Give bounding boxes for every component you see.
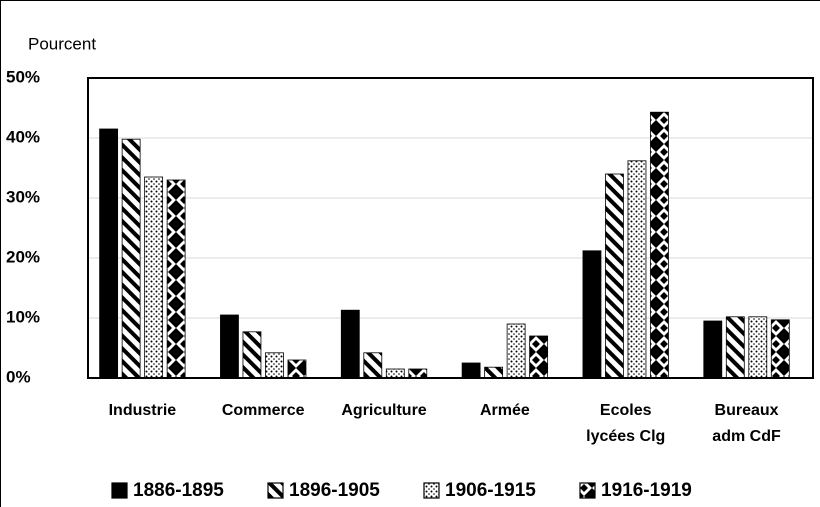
y-tick-label: 20% — [6, 247, 40, 266]
legend-label: 1896-1905 — [289, 480, 380, 501]
bar — [725, 316, 745, 379]
chart-title: Pourcent — [28, 34, 96, 53]
bar — [529, 335, 549, 379]
x-tick-label: Bureaux adm CdF — [712, 402, 781, 445]
x-tick-label: Commerce — [221, 402, 305, 419]
bar — [605, 173, 624, 379]
bar — [242, 331, 262, 379]
legend-label: 1906-1915 — [445, 480, 536, 501]
y-tick-label: 10% — [6, 307, 40, 326]
legend-swatch — [579, 482, 596, 499]
x-tick-label: Agriculture — [341, 402, 427, 419]
y-tick-label: 0% — [6, 367, 31, 386]
bar — [484, 366, 504, 379]
legend-swatch — [267, 482, 284, 499]
legend-label: 1886-1895 — [133, 480, 224, 501]
bar — [408, 368, 428, 379]
y-tick-label: 40% — [6, 127, 40, 146]
bar — [582, 250, 602, 379]
bar — [461, 362, 481, 379]
bar — [220, 314, 239, 379]
bar — [506, 323, 526, 379]
bar — [99, 128, 119, 379]
legend-swatch — [111, 482, 128, 499]
y-tick-label: 30% — [6, 187, 40, 206]
bar — [627, 160, 647, 379]
x-tick-label: Industrie — [108, 402, 177, 419]
bar — [650, 111, 669, 379]
bar — [385, 368, 405, 379]
bar — [287, 359, 307, 379]
plot-border — [87, 77, 814, 379]
legend-label: 1916-1919 — [601, 480, 692, 501]
bar — [748, 316, 768, 379]
bar — [363, 352, 383, 379]
x-tick-label: Ecoles lycées Clg — [586, 402, 666, 445]
y-tick-label: 50% — [6, 67, 40, 86]
x-tick-label: Armée — [479, 402, 530, 419]
legend-swatch — [423, 482, 440, 499]
bar — [703, 320, 723, 379]
bar — [121, 138, 141, 379]
bar — [265, 352, 284, 379]
bar — [144, 176, 164, 379]
bar — [770, 319, 790, 379]
bar — [166, 179, 186, 379]
bar — [340, 309, 360, 379]
